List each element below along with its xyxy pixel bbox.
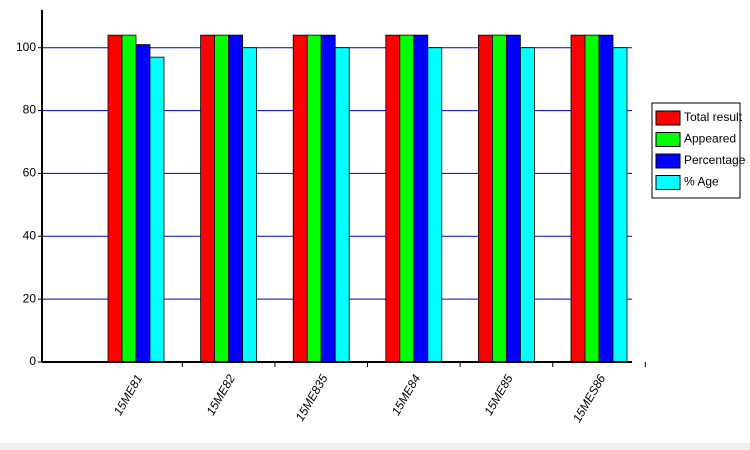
- bar: [214, 34, 230, 363]
- bar: [584, 34, 600, 363]
- bar: [320, 34, 336, 363]
- bar: [121, 34, 137, 363]
- bar: [477, 34, 493, 363]
- bar: [334, 47, 350, 363]
- x-tick-label: 15ME84: [389, 372, 424, 418]
- bar: [200, 34, 216, 363]
- legend-label: % Age: [684, 175, 719, 189]
- bar: [491, 34, 507, 363]
- y-tick-label: 100: [16, 40, 36, 54]
- bar: [399, 34, 415, 363]
- bar: [598, 34, 614, 363]
- legend-swatch: [655, 153, 681, 169]
- legend-swatch: [655, 175, 681, 190]
- y-tick-label: 60: [23, 166, 37, 180]
- y-tick-label: 0: [29, 354, 36, 368]
- bar: [520, 47, 535, 363]
- bar: [427, 47, 443, 363]
- bar: [385, 34, 401, 363]
- legend-swatch: [655, 132, 681, 147]
- bar: [149, 56, 165, 363]
- bar: [413, 34, 429, 363]
- legend-label: Percentage: [684, 153, 746, 167]
- bar: [135, 44, 151, 363]
- x-tick-label: 15ME81: [111, 372, 145, 418]
- legend-label: Total result: [684, 110, 743, 124]
- x-tick-label: 15ME82: [203, 372, 238, 418]
- status-strip: [0, 443, 750, 450]
- bar: [107, 34, 123, 363]
- x-tick-label: 15MES86: [570, 372, 609, 425]
- x-tick-label: 15ME835: [293, 372, 331, 424]
- bar: [242, 47, 258, 363]
- bar: [570, 34, 586, 363]
- y-tick-label: 80: [23, 103, 37, 117]
- bar: [306, 34, 322, 363]
- bar: [505, 34, 521, 363]
- bar: [292, 34, 308, 363]
- bar: [228, 34, 244, 363]
- bar: [612, 47, 628, 363]
- x-tick-label: 15ME85: [481, 372, 516, 418]
- y-tick-label: 40: [23, 228, 37, 242]
- legend: Total result Appeared Percentage % Age: [651, 102, 746, 199]
- y-tick-label: 20: [23, 291, 37, 305]
- legend-label: Appeared: [684, 132, 736, 146]
- legend-swatch: [655, 110, 681, 126]
